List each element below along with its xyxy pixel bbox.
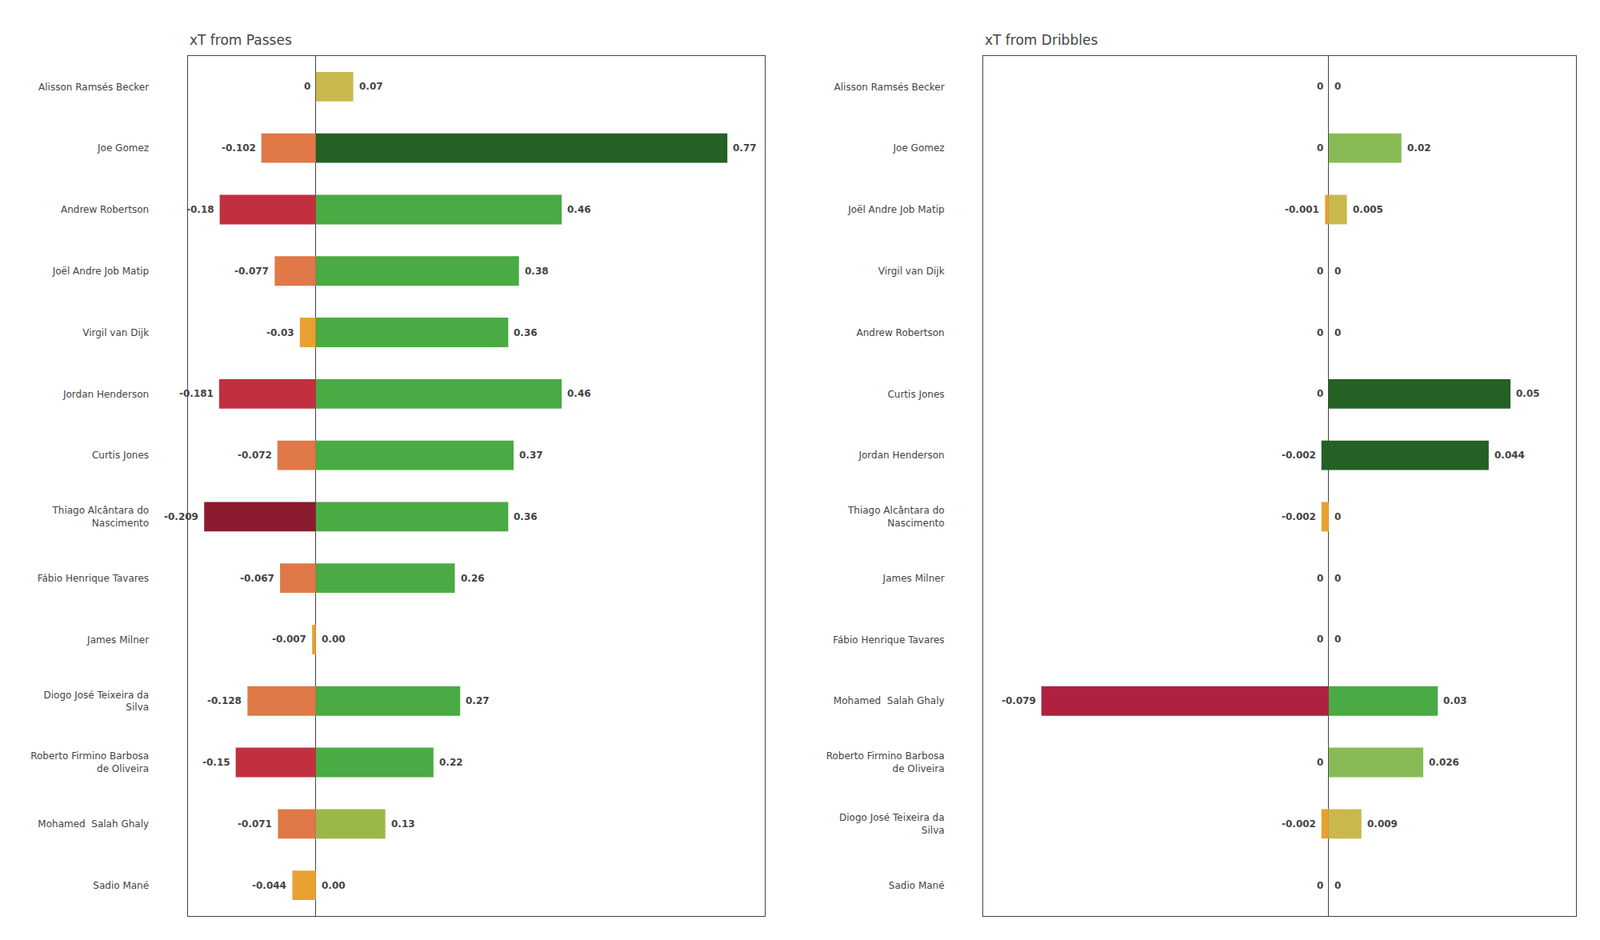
- svg-text:0.13: 0.13: [391, 818, 416, 830]
- svg-text:Mohamed Salah Ghaly: Mohamed Salah Ghaly: [833, 695, 945, 707]
- svg-text:0.00: 0.00: [321, 633, 346, 645]
- svg-text:0.38: 0.38: [524, 265, 549, 277]
- svg-text:-0.102: -0.102: [221, 142, 256, 154]
- svg-text:-0.071: -0.071: [237, 818, 272, 830]
- svg-text:Thiago Alcântara doNascimento: Thiago Alcântara doNascimento: [51, 504, 149, 529]
- svg-text:-0.002: -0.002: [1281, 449, 1316, 461]
- svg-text:xT from Dribbles: xT from Dribbles: [984, 32, 1098, 48]
- svg-text:-0.079: -0.079: [1001, 695, 1036, 707]
- svg-text:-0.03: -0.03: [266, 327, 295, 339]
- svg-text:-0.002: -0.002: [1281, 818, 1316, 830]
- svg-text:0.005: 0.005: [1352, 204, 1384, 216]
- svg-text:-0.072: -0.072: [237, 449, 272, 461]
- svg-text:Andrew Robertson: Andrew Robertson: [60, 204, 149, 216]
- svg-text:Andrew Robertson: Andrew Robertson: [856, 327, 945, 339]
- svg-text:0: 0: [1316, 756, 1324, 768]
- svg-text:0: 0: [1316, 388, 1324, 400]
- svg-text:-0.209: -0.209: [164, 511, 199, 523]
- svg-text:-0.181: -0.181: [179, 388, 214, 400]
- svg-text:0.02: 0.02: [1407, 142, 1432, 154]
- svg-text:0: 0: [1316, 142, 1324, 154]
- svg-text:Thiago Alcântara doNascimento: Thiago Alcântara doNascimento: [847, 504, 945, 529]
- svg-text:0.05: 0.05: [1516, 388, 1540, 400]
- svg-text:-0.001: -0.001: [1284, 204, 1320, 216]
- svg-text:-0.007: -0.007: [272, 633, 307, 645]
- svg-text:0: 0: [1316, 633, 1324, 645]
- svg-text:0.07: 0.07: [359, 80, 384, 92]
- svg-text:0.27: 0.27: [465, 695, 490, 707]
- svg-text:0.36: 0.36: [513, 327, 538, 339]
- svg-text:0: 0: [304, 80, 311, 92]
- svg-text:Joe Gomez: Joe Gomez: [96, 142, 149, 154]
- svg-text:0: 0: [1334, 265, 1341, 277]
- svg-text:Virgil van Dijk: Virgil van Dijk: [82, 327, 149, 339]
- svg-text:0: 0: [1316, 572, 1324, 584]
- svg-text:Mohamed Salah Ghaly: Mohamed Salah Ghaly: [37, 818, 149, 830]
- svg-text:Sadio Mané: Sadio Mané: [92, 880, 149, 892]
- svg-text:-0.15: -0.15: [202, 756, 231, 768]
- svg-text:Roberto Firmino Barbosade Oliv: Roberto Firmino Barbosade Oliveira: [826, 750, 945, 775]
- svg-text:Roberto Firmino Barbosade Oliv: Roberto Firmino Barbosade Oliveira: [30, 750, 149, 775]
- svg-text:Joël Andre Job Matip: Joël Andre Job Matip: [847, 204, 944, 216]
- svg-text:0: 0: [1316, 80, 1324, 92]
- svg-text:Fábio Henrique Tavares: Fábio Henrique Tavares: [832, 634, 944, 646]
- svg-text:Joe Gomez: Joe Gomez: [892, 142, 945, 154]
- svg-text:0: 0: [1316, 880, 1324, 892]
- svg-text:0: 0: [1334, 880, 1341, 892]
- svg-text:Jordan Henderson: Jordan Henderson: [62, 388, 149, 400]
- svg-text:-0.077: -0.077: [234, 265, 269, 277]
- svg-text:Joël Andre Job Matip: Joël Andre Job Matip: [52, 265, 149, 277]
- svg-text:Virgil van Dijk: Virgil van Dijk: [878, 265, 945, 277]
- svg-text:Curtis Jones: Curtis Jones: [887, 388, 944, 400]
- svg-text:-0.067: -0.067: [240, 572, 275, 584]
- svg-text:xT from Passes: xT from Passes: [189, 32, 292, 48]
- svg-text:James Milner: James Milner: [86, 634, 149, 646]
- svg-text:0.22: 0.22: [439, 756, 464, 768]
- svg-text:-0.044: -0.044: [252, 880, 287, 892]
- svg-text:Diogo José Teixeira daSilva: Diogo José Teixeira daSilva: [839, 812, 945, 836]
- svg-text:0.044: 0.044: [1494, 449, 1525, 461]
- svg-text:Jordan Henderson: Jordan Henderson: [857, 449, 944, 461]
- svg-text:0: 0: [1334, 511, 1341, 523]
- svg-text:Sadio Mané: Sadio Mané: [888, 880, 945, 892]
- svg-text:-0.002: -0.002: [1281, 511, 1316, 523]
- svg-text:Fábio Henrique Tavares: Fábio Henrique Tavares: [37, 572, 149, 584]
- svg-text:0.026: 0.026: [1428, 756, 1460, 768]
- svg-text:Curtis Jones: Curtis Jones: [92, 449, 149, 461]
- svg-text:James Milner: James Milner: [882, 572, 945, 584]
- svg-text:-0.128: -0.128: [207, 695, 242, 707]
- svg-text:0.77: 0.77: [732, 142, 757, 154]
- svg-text:0.009: 0.009: [1367, 818, 1398, 830]
- svg-text:0: 0: [1334, 327, 1341, 339]
- svg-text:0: 0: [1334, 572, 1341, 584]
- svg-text:0.37: 0.37: [519, 449, 544, 461]
- svg-text:0.36: 0.36: [513, 511, 538, 523]
- svg-text:0.00: 0.00: [321, 880, 346, 892]
- svg-text:Alisson Ramsés Becker: Alisson Ramsés Becker: [834, 81, 945, 93]
- svg-text:-0.18: -0.18: [186, 204, 215, 216]
- svg-text:Diogo José Teixeira daSilva: Diogo José Teixeira daSilva: [44, 689, 150, 714]
- svg-text:Alisson Ramsés Becker: Alisson Ramsés Becker: [38, 81, 149, 93]
- svg-text:0.03: 0.03: [1443, 695, 1468, 707]
- svg-text:0.46: 0.46: [567, 204, 592, 216]
- svg-text:0.26: 0.26: [460, 572, 485, 584]
- svg-text:0: 0: [1334, 633, 1341, 645]
- svg-text:0: 0: [1316, 265, 1324, 277]
- svg-text:0.46: 0.46: [567, 388, 592, 400]
- svg-text:0: 0: [1334, 80, 1341, 92]
- svg-text:0: 0: [1316, 327, 1324, 339]
